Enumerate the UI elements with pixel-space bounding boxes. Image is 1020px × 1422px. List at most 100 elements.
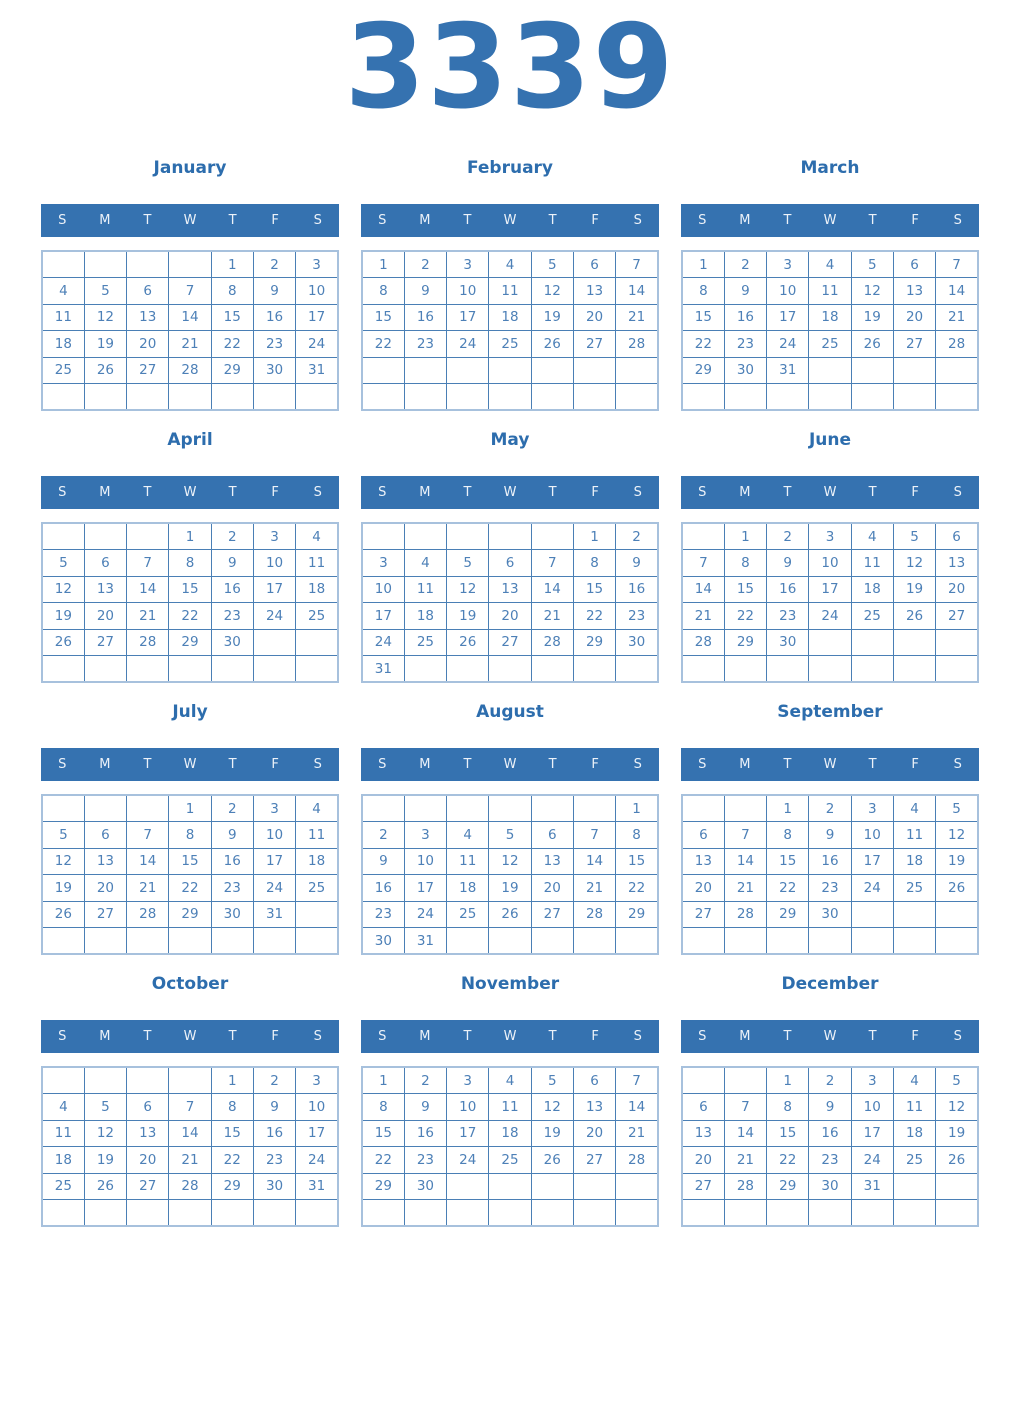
day-cell: 19 xyxy=(850,303,894,331)
day-cell: 26 xyxy=(892,602,937,630)
day-cell: 12 xyxy=(935,1093,979,1121)
month-grid: 1 2 3 4 5 6 7 8 9 10 11 12 13 14 15 16 17 18 19 20 21 22 23 24 2… xyxy=(681,1066,979,1227)
day-cell: 5 xyxy=(530,250,574,278)
weekday-label: M xyxy=(739,757,751,772)
week-row: 12 13 14 15 16 17 18 xyxy=(41,575,339,603)
day-cell: 7 xyxy=(168,1093,212,1121)
empty-day-cell xyxy=(766,927,810,955)
day-cell: 10 xyxy=(295,277,339,305)
day-cell: 20 xyxy=(572,303,617,331)
empty-day-cell xyxy=(723,1199,768,1227)
month-title: September xyxy=(777,702,883,722)
day-cell: 27 xyxy=(935,602,979,630)
week-row xyxy=(681,655,979,683)
day-cell: 5 xyxy=(41,549,85,577)
day-cell: 29 xyxy=(210,356,254,384)
day-cell: 13 xyxy=(126,303,170,331)
week-row xyxy=(41,655,339,683)
day-cell: 3 xyxy=(766,250,810,278)
weekday-label: S xyxy=(58,1029,67,1044)
empty-day-cell xyxy=(808,383,852,411)
empty-day-cell xyxy=(723,927,768,955)
empty-day-cell xyxy=(210,383,254,411)
day-cell: 21 xyxy=(126,874,170,902)
weekday-label: F xyxy=(271,485,279,500)
empty-day-cell xyxy=(530,927,574,955)
empty-day-cell xyxy=(766,655,810,683)
empty-day-cell xyxy=(83,250,128,278)
empty-day-cell xyxy=(850,655,894,683)
day-cell: 11 xyxy=(892,1093,937,1121)
empty-day-cell xyxy=(168,1199,212,1227)
day-cell: 11 xyxy=(892,821,937,849)
week-row: 20 21 22 23 24 25 26 xyxy=(681,874,979,902)
day-cell: 13 xyxy=(892,277,937,305)
day-cell: 7 xyxy=(935,250,979,278)
day-cell: 12 xyxy=(488,847,532,875)
weekday-label: T xyxy=(548,485,557,500)
empty-day-cell xyxy=(403,356,448,384)
week-row: 13 14 15 16 17 18 19 xyxy=(681,847,979,875)
empty-day-cell xyxy=(361,383,405,411)
week-row: 6 7 8 9 10 11 12 xyxy=(681,821,979,849)
weekday-label: S xyxy=(698,757,707,772)
empty-day-cell xyxy=(850,1199,894,1227)
empty-day-cell xyxy=(488,383,532,411)
day-cell: 6 xyxy=(572,250,617,278)
day-cell: 28 xyxy=(615,1146,659,1174)
weekday-label: F xyxy=(911,757,919,772)
day-cell: 6 xyxy=(83,549,128,577)
weekday-label: F xyxy=(911,485,919,500)
week-row xyxy=(681,927,979,955)
day-cell: 24 xyxy=(808,602,852,630)
day-cell: 22 xyxy=(723,602,768,630)
month-grid-body: 1 2 3 4 5 6 7 8 9 10 11 12 13 14 15 16 17 18 19 20 21 22 23 24 2… xyxy=(41,1066,339,1227)
week-row: 31 xyxy=(361,655,659,683)
empty-day-cell xyxy=(41,522,85,550)
day-cell: 8 xyxy=(361,277,405,305)
day-cell: 15 xyxy=(766,1119,810,1147)
day-cell: 21 xyxy=(723,1146,768,1174)
day-cell: 21 xyxy=(615,303,659,331)
month-grid-body: 1 2 3 4 5 6 7 8 9 10 11 12 13 14 15 16 17 18 19 20 21 22 23 24 2… xyxy=(361,522,659,683)
day-cell: 14 xyxy=(168,1119,212,1147)
day-cell: 7 xyxy=(126,549,170,577)
day-cell: 4 xyxy=(850,522,894,550)
empty-day-cell xyxy=(41,1199,85,1227)
day-cell: 22 xyxy=(766,874,810,902)
day-cell: 25 xyxy=(488,1146,532,1174)
day-cell: 16 xyxy=(252,1119,297,1147)
day-cell: 11 xyxy=(446,847,490,875)
day-cell: 17 xyxy=(446,1119,490,1147)
day-cell: 16 xyxy=(723,303,768,331)
day-cell: 16 xyxy=(808,847,852,875)
empty-day-cell xyxy=(681,522,725,550)
day-cell: 14 xyxy=(168,303,212,331)
empty-day-cell xyxy=(892,1172,937,1200)
day-cell: 26 xyxy=(41,900,85,928)
empty-day-cell xyxy=(892,383,937,411)
week-row: 22 23 24 25 26 27 28 xyxy=(361,330,659,358)
week-row: 25 26 27 28 29 30 31 xyxy=(41,356,339,384)
day-cell: 3 xyxy=(446,1066,490,1094)
day-cell: 11 xyxy=(41,1119,85,1147)
day-cell: 27 xyxy=(681,900,725,928)
day-cell: 17 xyxy=(850,1119,894,1147)
month-title: August xyxy=(476,702,544,722)
month-grid: 1 2 3 4 5 6 7 8 9 10 11 12 13 14 15 16 17 18 19 20 21 22 23 24 2… xyxy=(41,1066,339,1227)
day-cell: 20 xyxy=(488,602,532,630)
day-cell: 24 xyxy=(252,602,297,630)
day-cell: 13 xyxy=(681,1119,725,1147)
day-cell: 24 xyxy=(446,330,490,358)
week-row: 7 8 9 10 11 12 13 xyxy=(681,549,979,577)
day-cell: 25 xyxy=(295,602,339,630)
day-cell: 5 xyxy=(83,1093,128,1121)
